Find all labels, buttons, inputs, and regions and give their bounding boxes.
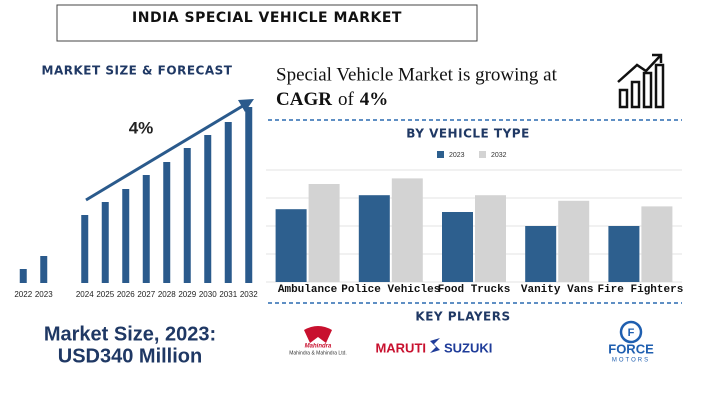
chart-title: BY VEHICLE TYPE bbox=[406, 127, 530, 141]
cagr-text: Special Vehicle Market is growing at bbox=[276, 64, 558, 85]
chart-title: MARKET SIZE & FORECAST bbox=[42, 64, 233, 78]
cagr-of: of bbox=[338, 89, 355, 110]
bar bbox=[245, 107, 253, 283]
market-size-label: Market Size, 2023: bbox=[44, 323, 216, 345]
growth-annotation: 4% bbox=[129, 118, 154, 137]
growth-icon bbox=[617, 53, 665, 109]
bar bbox=[101, 202, 109, 283]
bar bbox=[122, 189, 130, 283]
legend-label: 2023 bbox=[449, 152, 465, 159]
force-logo: F FORCE MOTORS bbox=[608, 320, 654, 364]
bar bbox=[19, 269, 27, 283]
legend-swatch bbox=[479, 151, 486, 158]
cagr-rate: 4% bbox=[360, 89, 389, 110]
logo-text: MARUTI bbox=[375, 340, 426, 355]
logo-text: FORCE bbox=[608, 341, 654, 356]
maruti-suzuki-logo: MARUTI SUZUKI bbox=[375, 338, 492, 355]
logo-text: Mahindra bbox=[305, 344, 332, 350]
x-tick-label: 2025 bbox=[96, 290, 114, 299]
x-tick-label: 2023 bbox=[35, 290, 53, 299]
x-tick-label: 2024 bbox=[76, 290, 94, 299]
cagr-line: CAGR of 4% bbox=[276, 89, 388, 110]
bar bbox=[475, 195, 506, 282]
x-tick-label: Ambulance bbox=[278, 284, 338, 296]
bar bbox=[183, 148, 191, 283]
x-tick-label: 2028 bbox=[158, 290, 176, 299]
bar bbox=[81, 215, 89, 283]
bar bbox=[358, 195, 390, 282]
bar bbox=[163, 162, 171, 283]
key-players-title: KEY PLAYERS bbox=[415, 310, 510, 324]
bar bbox=[391, 178, 423, 282]
bar bbox=[558, 200, 590, 282]
x-tick-label: Vanity Vans bbox=[521, 284, 594, 296]
logo-subtext: MOTORS bbox=[612, 358, 650, 364]
bar bbox=[142, 175, 150, 283]
bar bbox=[204, 135, 212, 283]
x-tick-label: 2026 bbox=[117, 290, 135, 299]
bar bbox=[275, 209, 307, 282]
x-tick-label: 2022 bbox=[14, 290, 32, 299]
x-tick-label: 2027 bbox=[137, 290, 155, 299]
svg-text:F: F bbox=[628, 327, 635, 339]
bar bbox=[525, 226, 557, 282]
page-title: INDIA SPECIAL VEHICLE MARKET bbox=[132, 10, 402, 26]
logo-subtext: Mahindra & Mahindra Ltd. bbox=[289, 350, 347, 356]
bar bbox=[40, 256, 48, 283]
logo-subtext: SUZUKI bbox=[444, 340, 492, 355]
x-tick-label: Police Vehicles bbox=[341, 284, 440, 296]
x-tick-label: 2029 bbox=[178, 290, 196, 299]
bar bbox=[308, 184, 340, 282]
mahindra-logo: Mahindra Mahindra & Mahindra Ltd. bbox=[289, 326, 347, 356]
x-tick-label: 2030 bbox=[199, 290, 217, 299]
bar bbox=[442, 212, 473, 282]
trend-arrow bbox=[85, 102, 247, 202]
x-tick-label: Food Trucks bbox=[438, 284, 511, 296]
bar bbox=[641, 206, 673, 282]
legend-swatch bbox=[437, 151, 444, 158]
trend-arrow-head bbox=[238, 99, 254, 112]
cagr-label: CAGR bbox=[276, 89, 332, 110]
x-tick-label: Fire Fighters bbox=[597, 284, 683, 296]
x-tick-label: 2032 bbox=[240, 290, 258, 299]
market-size-value: USD340 Million bbox=[58, 345, 202, 367]
bar bbox=[608, 226, 640, 282]
title-box bbox=[56, 4, 478, 42]
legend-label: 2032 bbox=[491, 152, 507, 159]
x-tick-label: 2031 bbox=[219, 290, 237, 299]
bar bbox=[224, 122, 232, 283]
